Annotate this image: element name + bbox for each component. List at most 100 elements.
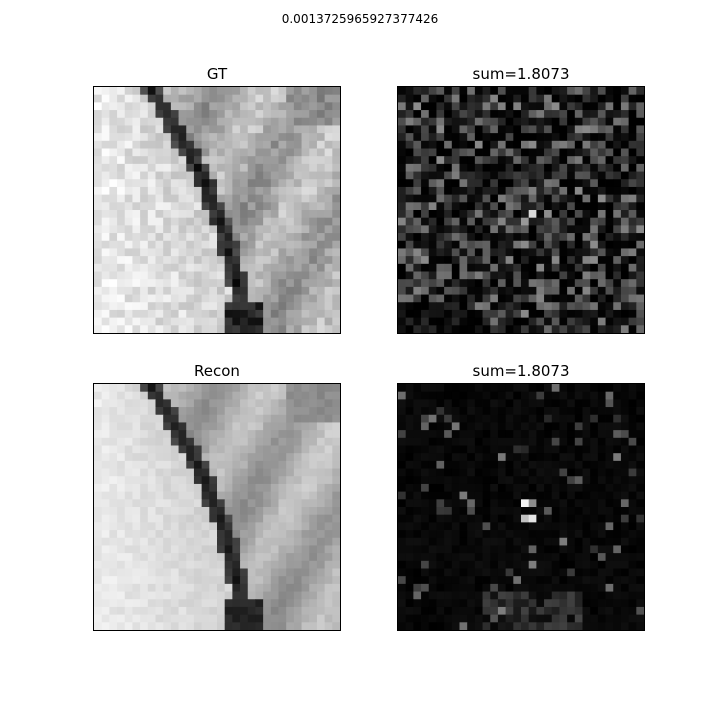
gt-residual-heatmap-cell bbox=[574, 202, 583, 211]
recon-heatmap-cell bbox=[109, 491, 118, 500]
gt-heatmap-cell bbox=[232, 87, 241, 96]
gt-residual-heatmap-cell bbox=[559, 125, 568, 134]
gt-residual-heatmap-cell bbox=[451, 240, 460, 249]
recon-residual-heatmap-cell bbox=[582, 576, 591, 585]
recon-heatmap-cell bbox=[163, 614, 172, 623]
recon-residual-heatmap-cell bbox=[513, 514, 522, 523]
recon-residual-heatmap-cell bbox=[628, 445, 637, 454]
recon-residual-heatmap-cell bbox=[413, 453, 422, 462]
recon-heatmap-cell bbox=[263, 507, 272, 516]
gt-heatmap-cell bbox=[309, 240, 318, 249]
recon-heatmap-cell bbox=[301, 476, 310, 485]
recon-residual-heatmap-cell bbox=[551, 514, 560, 523]
gt-heatmap-cell bbox=[240, 194, 249, 203]
gt-heatmap-cell bbox=[201, 210, 210, 219]
gt-heatmap-cell bbox=[201, 186, 210, 196]
gt-residual-heatmap-cell bbox=[474, 102, 483, 111]
gt-residual-heatmap-cell bbox=[436, 186, 445, 196]
recon-heatmap-cell bbox=[170, 599, 179, 608]
gt-residual-panel-title: sum=1.8073 bbox=[472, 65, 570, 83]
gt-heatmap-cell bbox=[332, 217, 340, 226]
recon-residual-heatmap-cell bbox=[590, 553, 599, 562]
recon-residual-heatmap-cell bbox=[597, 445, 606, 454]
recon-heatmap-cell bbox=[178, 445, 187, 454]
gt-residual-heatmap-cell bbox=[505, 210, 514, 219]
recon-heatmap-cell bbox=[155, 460, 164, 469]
recon-heatmap-cell bbox=[263, 522, 272, 531]
gt-heatmap-cell bbox=[324, 240, 333, 249]
gt-residual-heatmap-cell bbox=[544, 148, 553, 157]
gt-residual-heatmap-cell bbox=[474, 110, 483, 119]
recon-heatmap-cell bbox=[147, 437, 156, 446]
gt-residual-heatmap-cell bbox=[628, 148, 637, 157]
recon-residual-heatmap-cell bbox=[505, 445, 514, 454]
gt-heatmap-cell bbox=[217, 117, 226, 126]
recon-heatmap-cell bbox=[193, 514, 203, 523]
recon-residual-heatmap-cell bbox=[551, 568, 560, 577]
recon-residual-heatmap-cell bbox=[451, 399, 460, 408]
gt-residual-heatmap-cell bbox=[559, 148, 568, 157]
gt-heatmap-cell bbox=[132, 271, 141, 280]
recon-residual-heatmap-cell bbox=[528, 483, 537, 493]
recon-residual-heatmap-cell bbox=[513, 614, 522, 623]
gt-residual-heatmap-cell bbox=[497, 309, 507, 319]
gt-heatmap-cell bbox=[224, 102, 233, 111]
gt-residual-heatmap-cell bbox=[628, 87, 637, 96]
recon-residual-heatmap-cell bbox=[536, 599, 545, 608]
recon-heatmap-cell bbox=[240, 537, 249, 546]
gt-residual-heatmap-cell bbox=[405, 140, 414, 149]
gt-heatmap-cell bbox=[132, 148, 141, 157]
recon-residual-heatmap-cell bbox=[497, 414, 507, 423]
recon-residual-heatmap-cell bbox=[613, 606, 622, 616]
recon-heatmap-cell bbox=[193, 483, 203, 493]
recon-residual-heatmap-cell bbox=[451, 545, 460, 554]
recon-heatmap-cell bbox=[132, 522, 141, 531]
recon-residual-heatmap-cell bbox=[451, 476, 460, 485]
gt-heatmap-cell bbox=[101, 240, 110, 249]
recon-residual-heatmap-cell bbox=[459, 437, 468, 446]
recon-heatmap-cell bbox=[193, 599, 203, 608]
recon-residual-heatmap-cell bbox=[544, 399, 553, 408]
gt-heatmap-cell bbox=[117, 210, 126, 219]
gt-heatmap-cell bbox=[278, 110, 287, 119]
gt-residual-heatmap-cell bbox=[497, 133, 507, 142]
recon-heatmap-cell bbox=[332, 568, 340, 577]
recon-heatmap-cell bbox=[155, 576, 164, 585]
recon-heatmap-cell bbox=[178, 583, 187, 592]
gt-residual-heatmap-cell bbox=[636, 110, 644, 119]
recon-heatmap-cell bbox=[240, 445, 249, 454]
recon-residual-heatmap-cell bbox=[536, 537, 545, 546]
gt-residual-heatmap-cell bbox=[620, 256, 630, 265]
gt-heatmap-cell bbox=[278, 225, 287, 234]
recon-heatmap-cell bbox=[124, 622, 133, 630]
gt-heatmap-cell bbox=[147, 125, 156, 134]
recon-heatmap-cell bbox=[324, 422, 333, 431]
recon-heatmap-cell bbox=[293, 476, 302, 485]
recon-residual-heatmap-cell bbox=[482, 391, 491, 400]
recon-heatmap-cell bbox=[186, 499, 195, 508]
gt-heatmap-cell bbox=[332, 110, 340, 119]
gt-heatmap-cell bbox=[140, 110, 149, 119]
gt-heatmap-cell bbox=[193, 210, 203, 219]
recon-residual-heatmap-cell bbox=[590, 483, 599, 493]
gt-heatmap-cell bbox=[232, 279, 241, 288]
recon-residual-heatmap-cell bbox=[490, 445, 499, 454]
gt-residual-heatmap-cell bbox=[613, 210, 622, 219]
recon-residual-heatmap-cell bbox=[398, 430, 407, 439]
gt-residual-heatmap-cell bbox=[444, 117, 453, 126]
gt-residual-heatmap-cell bbox=[551, 140, 560, 149]
recon-residual-heatmap-cell bbox=[459, 445, 468, 454]
gt-heatmap-cell bbox=[109, 110, 118, 119]
gt-heatmap-cell bbox=[186, 133, 195, 142]
recon-residual-heatmap-cell bbox=[482, 599, 491, 608]
recon-heatmap-cell bbox=[240, 499, 249, 508]
recon-residual-heatmap-cell bbox=[597, 468, 606, 477]
gt-residual-heatmap-cell bbox=[490, 94, 499, 103]
gt-heatmap-cell bbox=[316, 217, 326, 226]
gt-heatmap-cell bbox=[186, 263, 195, 272]
recon-heatmap-cell bbox=[201, 553, 210, 562]
gt-heatmap-cell bbox=[170, 286, 179, 295]
recon-residual-heatmap-cell bbox=[428, 414, 437, 423]
gt-residual-heatmap-cell bbox=[544, 217, 553, 226]
gt-residual-heatmap-cell bbox=[413, 317, 422, 326]
